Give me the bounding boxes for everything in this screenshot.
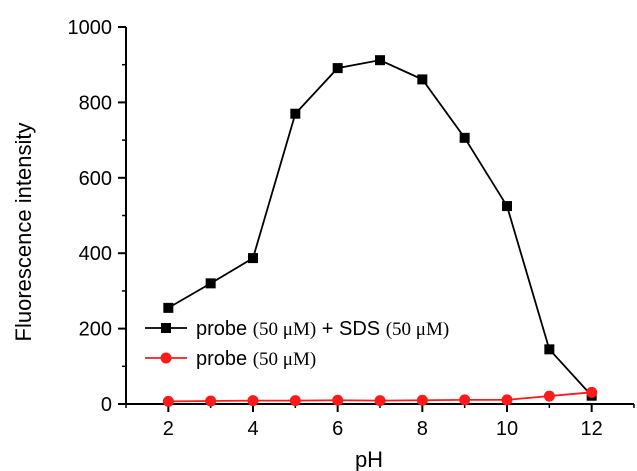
legend-label-part: (50 μM): [386, 319, 450, 340]
y-tick-label: 400: [79, 243, 112, 265]
x-tick-label: 12: [581, 418, 603, 440]
data-point: [205, 278, 216, 289]
x-tick-label: 8: [417, 418, 428, 440]
data-point: [332, 394, 344, 406]
legend-label-part: (50 μM): [253, 349, 317, 370]
legend-label: probe (50 μM) + SDS (50 μM): [196, 318, 449, 340]
legend: probe (50 μM) + SDS (50 μM)probe (50 μM): [145, 318, 449, 370]
data-point: [502, 201, 512, 212]
data-point: [247, 395, 259, 407]
y-tick-label: 600: [79, 168, 112, 190]
data-point: [417, 74, 428, 85]
data-point: [501, 394, 513, 406]
data-point: [459, 132, 470, 143]
data-point: [162, 395, 174, 407]
legend-label-part: (50 μM): [253, 319, 317, 340]
series-line: [167, 59, 593, 397]
data-point: [375, 55, 385, 66]
data-point: [290, 108, 301, 119]
series-2: [162, 386, 598, 407]
data-point: [332, 63, 343, 74]
x-tick-label: 10: [496, 418, 518, 440]
y-tick-label: 200: [79, 319, 112, 341]
axes: 0 200 400 600 800 1000 2 4 6 8 10 12: [68, 17, 635, 440]
data-point: [543, 390, 555, 402]
series-layer: [162, 55, 598, 407]
data-point: [205, 395, 217, 407]
legend-label-part: probe: [196, 318, 253, 340]
data-point: [416, 394, 428, 406]
x-tick-label: 2: [163, 418, 174, 440]
data-point: [248, 253, 258, 264]
legend-entry-1: probe (50 μM) + SDS (50 μM): [145, 318, 449, 340]
data-point: [459, 394, 471, 406]
legend-marker: [161, 323, 171, 333]
y-tick-label: 1000: [68, 17, 113, 39]
data-point: [586, 386, 598, 398]
x-axis-title: pH: [355, 447, 383, 471]
legend-label: probe (50 μM): [196, 348, 316, 370]
data-point: [374, 395, 386, 407]
y-axis-title: Fluorescence intensity: [11, 123, 36, 342]
y-tick-label: 800: [79, 92, 112, 114]
x-tick-label: 6: [332, 418, 343, 440]
data-point: [163, 302, 174, 313]
data-point: [544, 344, 555, 355]
legend-marker: [160, 352, 172, 364]
legend-label-part: + SDS: [316, 318, 385, 340]
x-tick-label: 4: [247, 418, 258, 440]
y-tick-label: 0: [101, 394, 112, 416]
data-point: [289, 395, 301, 407]
legend-entry-2: probe (50 μM): [145, 348, 316, 370]
legend-label-part: probe: [196, 348, 253, 370]
